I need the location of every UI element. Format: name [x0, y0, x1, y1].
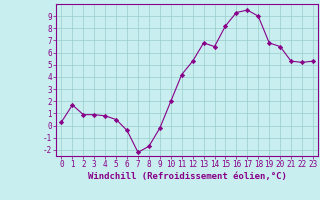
X-axis label: Windchill (Refroidissement éolien,°C): Windchill (Refroidissement éolien,°C) — [88, 172, 287, 181]
